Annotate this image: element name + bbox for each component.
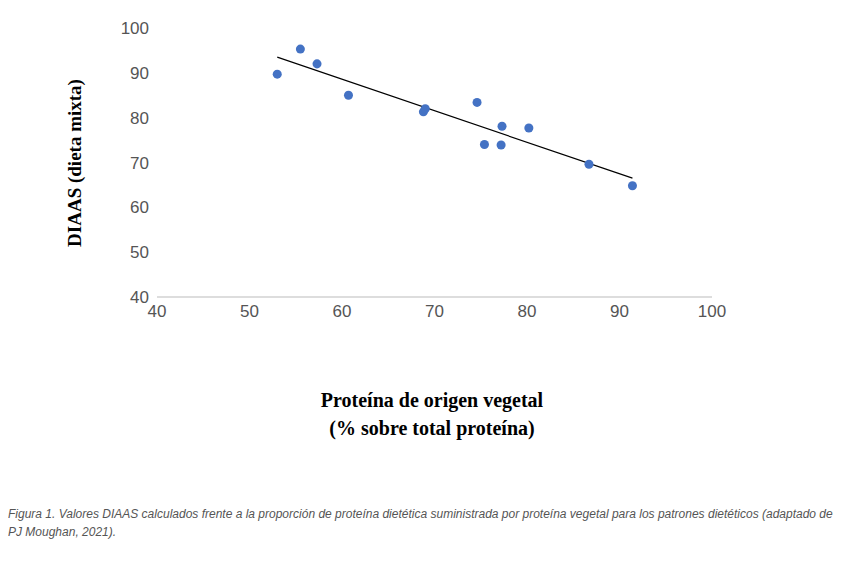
svg-text:60: 60	[130, 198, 149, 217]
svg-text:80: 80	[130, 109, 149, 128]
svg-text:100: 100	[121, 19, 149, 38]
svg-text:70: 70	[425, 302, 444, 321]
svg-text:50: 50	[240, 302, 259, 321]
svg-text:60: 60	[333, 302, 352, 321]
html-text:Proteína de origen vegetal: Proteína de origen vegetal	[320, 389, 544, 411]
svg-text:40: 40	[130, 288, 149, 307]
svg-text:80: 80	[518, 302, 537, 321]
svg-text:100: 100	[698, 302, 726, 321]
html-text:Figura 1. Valores DIAAS calcul: Figura 1. Valores DIAAS calculados frent…	[8, 507, 833, 539]
svg-text:90: 90	[610, 302, 629, 321]
svg-text:40: 40	[148, 302, 167, 321]
svg-text:70: 70	[130, 154, 149, 173]
svg-text:50: 50	[130, 243, 149, 262]
html-text:DIAAS (dieta mixta): DIAAS (dieta mixta)	[64, 79, 85, 247]
html-text:(% sobre total proteína): (% sobre total proteína)	[329, 417, 535, 439]
svg-text:90: 90	[130, 64, 149, 83]
